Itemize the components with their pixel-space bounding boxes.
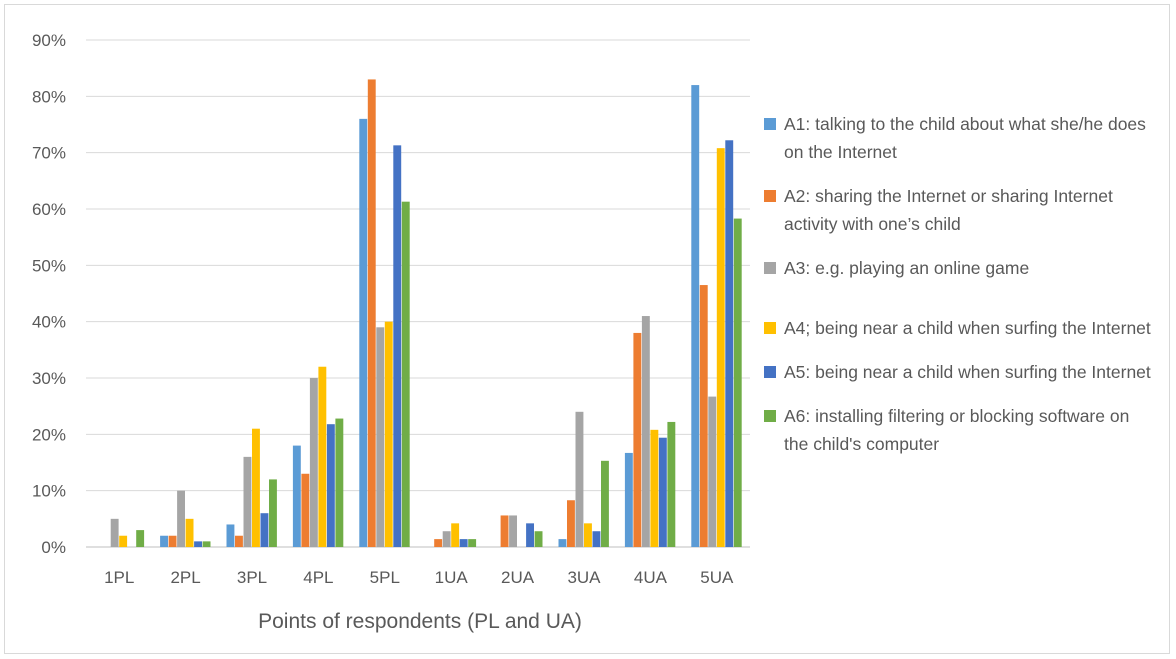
x-tick-label: 4PL: [303, 568, 333, 587]
y-tick-label: 90%: [32, 31, 66, 50]
y-tick-label: 30%: [32, 369, 66, 388]
y-tick-label: 0%: [41, 538, 66, 557]
legend-label: A4; being near a child when surfing the …: [784, 318, 1151, 338]
bar-1PL-3: [110, 518, 119, 547]
bar-5PL-2: [367, 79, 376, 547]
bar-3UA-5: [592, 531, 601, 547]
bar-4UA-6: [667, 421, 676, 547]
y-tick-label: 70%: [32, 144, 66, 163]
bar-1PL-6: [136, 530, 145, 547]
bar-5PL-3: [376, 327, 385, 547]
bar-4PL-1: [292, 445, 301, 547]
bar-2PL-6: [202, 541, 211, 547]
x-axis-title: Points of respondents (PL and UA): [258, 610, 582, 633]
bar-4UA-3: [641, 316, 650, 547]
bar-2UA-3: [509, 515, 517, 547]
legend-swatch: [764, 118, 776, 130]
bar-3PL-2: [235, 535, 243, 547]
bar-2UA-5: [526, 523, 534, 547]
x-tick-label: 3UA: [567, 568, 601, 587]
bar-4PL-3: [309, 378, 318, 547]
bar-3PL-1: [226, 524, 235, 547]
x-tick-label: 2PL: [170, 568, 200, 587]
bar-5UA-3: [708, 396, 717, 547]
bar-5UA-4: [716, 148, 725, 547]
legend-item: A2: sharing the Internet or sharing Inte…: [760, 182, 1155, 238]
bar-4UA-4: [650, 429, 659, 547]
legend-label: A5: being near a child when surfing the …: [784, 362, 1151, 382]
x-tick-label: 5PL: [370, 568, 400, 587]
bar-1UA-6: [468, 539, 477, 547]
legend-item: A4; being near a child when surfing the …: [760, 314, 1155, 342]
legend-item: A6: installing filtering or blocking sof…: [760, 402, 1155, 458]
bar-5UA-5: [725, 140, 734, 548]
bar-3PL-4: [252, 428, 260, 547]
bar-2PL-4: [185, 518, 194, 547]
bar-3UA-6: [601, 460, 609, 547]
x-tick-label: 2UA: [501, 568, 535, 587]
legend: A1: talking to the child about what she/…: [760, 110, 1155, 458]
legend-swatch: [764, 410, 776, 422]
y-tick-label: 20%: [32, 425, 66, 444]
legend-swatch: [764, 190, 776, 202]
bar-4UA-1: [624, 452, 633, 547]
x-tick-label: 1PL: [104, 568, 134, 587]
bar-3PL-3: [243, 456, 252, 547]
legend-item: A3: e.g. playing an online game: [760, 254, 1155, 282]
bar-2PL-2: [168, 535, 177, 547]
bar-2PL-1: [160, 535, 168, 547]
bar-1UA-2: [434, 539, 443, 547]
bar-1PL-4: [119, 535, 128, 547]
y-tick-label: 60%: [32, 200, 66, 219]
bar-5PL-5: [393, 145, 402, 548]
x-tick-label: 4UA: [634, 568, 668, 587]
bar-3UA-4: [584, 523, 592, 547]
bar-2PL-5: [194, 541, 202, 547]
bar-3UA-2: [567, 500, 575, 547]
y-axis-ticks: 0% 10% 20% 30% 40% 50% 60% 70% 80% 90%: [32, 31, 66, 557]
y-tick-label: 80%: [32, 87, 66, 106]
legend-label: A3: e.g. playing an online game: [784, 258, 1030, 278]
legend-item: A1: talking to the child about what she/…: [760, 110, 1155, 166]
bar-5PL-1: [359, 118, 368, 547]
bar-4UA-5: [658, 437, 667, 547]
x-axis-ticks: 1PL 2PL 3PL 4PL 5PL 1UA 2UA 3UA 4UA 5UA: [104, 568, 734, 587]
bar-4PL-6: [335, 418, 344, 547]
bar-4PL-2: [301, 473, 310, 547]
legend-swatch: [764, 322, 776, 334]
bar-3PL-6: [269, 479, 277, 547]
y-tick-label: 40%: [32, 313, 66, 332]
bar-1UA-3: [442, 531, 451, 547]
bar-5UA-2: [699, 285, 708, 547]
legend-label: A1: talking to the child about what she/…: [784, 114, 1146, 162]
y-tick-label: 10%: [32, 482, 66, 501]
x-tick-label: 1UA: [435, 568, 469, 587]
x-tick-label: 5UA: [700, 568, 734, 587]
y-tick-label: 50%: [32, 256, 66, 275]
bar-4PL-5: [326, 424, 335, 547]
legend-item: A5: being near a child when surfing the …: [760, 358, 1155, 386]
bar-5UA-1: [691, 85, 700, 548]
bar-2UA-6: [534, 531, 543, 547]
bar-5PL-4: [384, 321, 393, 547]
bar-3UA-1: [558, 539, 567, 547]
legend-label: A6: installing filtering or blocking sof…: [784, 406, 1130, 454]
bar-1UA-4: [451, 523, 460, 547]
bar-2UA-2: [500, 515, 509, 547]
legend-swatch: [764, 366, 776, 378]
x-tick-label: 3PL: [237, 568, 267, 587]
legend-swatch: [764, 262, 776, 274]
bar-2PL-3: [177, 490, 185, 547]
bar-3UA-3: [575, 411, 584, 547]
bar-3PL-5: [260, 513, 269, 547]
legend-label: A2: sharing the Internet or sharing Inte…: [784, 186, 1113, 234]
bar-4UA-2: [633, 332, 642, 547]
bar-1UA-5: [459, 539, 468, 547]
bar-5UA-6: [733, 218, 742, 547]
bar-4PL-4: [318, 366, 327, 547]
bars: [110, 79, 742, 548]
bar-5PL-6: [401, 201, 410, 547]
